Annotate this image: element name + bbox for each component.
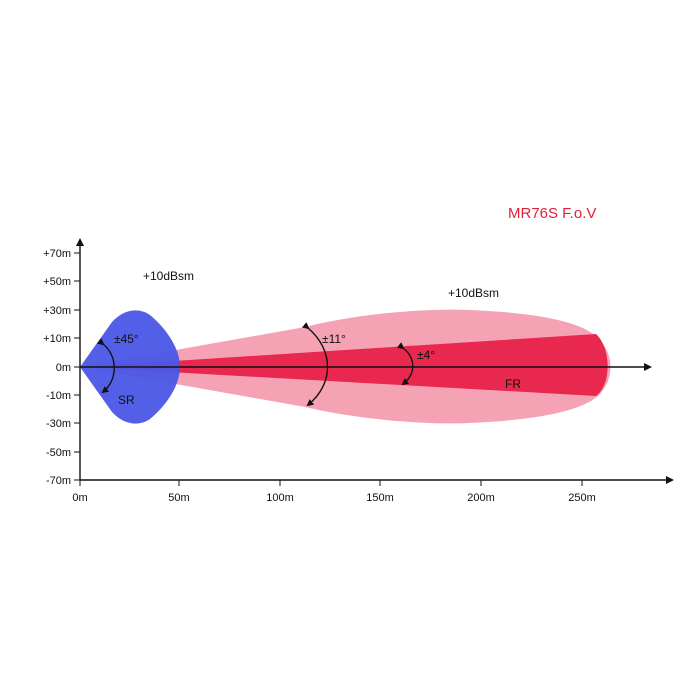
fr-zone-label: FR	[505, 377, 521, 391]
x-tick-label: 250m	[568, 492, 596, 504]
x-tick-label: 100m	[266, 492, 294, 504]
y-tick-label: +10m	[43, 333, 71, 345]
y-tick-label: +50m	[43, 276, 71, 288]
y-tick-label: +30m	[43, 305, 71, 317]
fr-narrow-beam	[80, 334, 608, 396]
y-tick-label: -50m	[46, 447, 71, 459]
fr-wide-angle-label: ±11°	[322, 332, 346, 346]
y-tick-label: -30m	[46, 418, 71, 430]
fr-narrow-angle-arc	[396, 342, 414, 386]
diagram-title: MR76S F.o.V	[508, 205, 596, 222]
x-tick-marks	[79, 480, 583, 486]
x-tick-label: 150m	[366, 492, 394, 504]
sr-rcs-label: +10dBsm	[143, 269, 194, 283]
sr-zone-label: SR	[118, 393, 135, 407]
sr-angle-label: ±45°	[114, 332, 139, 346]
sr-angle-arc	[96, 338, 115, 394]
y-tick-label: +70m	[43, 248, 71, 260]
y-tick-marks	[74, 252, 80, 481]
x-tick-label: 50m	[168, 492, 189, 504]
y-tick-label: 0m	[56, 362, 71, 374]
fr-narrow-angle-label: ±4°	[417, 348, 435, 362]
x-tick-label: 0m	[72, 492, 87, 504]
y-tick-label: -10m	[46, 390, 71, 402]
fr-wide-angle-arc	[301, 322, 329, 407]
fr-rcs-label: +10dBsm	[448, 286, 499, 300]
x-tick-label: 200m	[467, 492, 495, 504]
y-tick-label: -70m	[46, 475, 71, 487]
